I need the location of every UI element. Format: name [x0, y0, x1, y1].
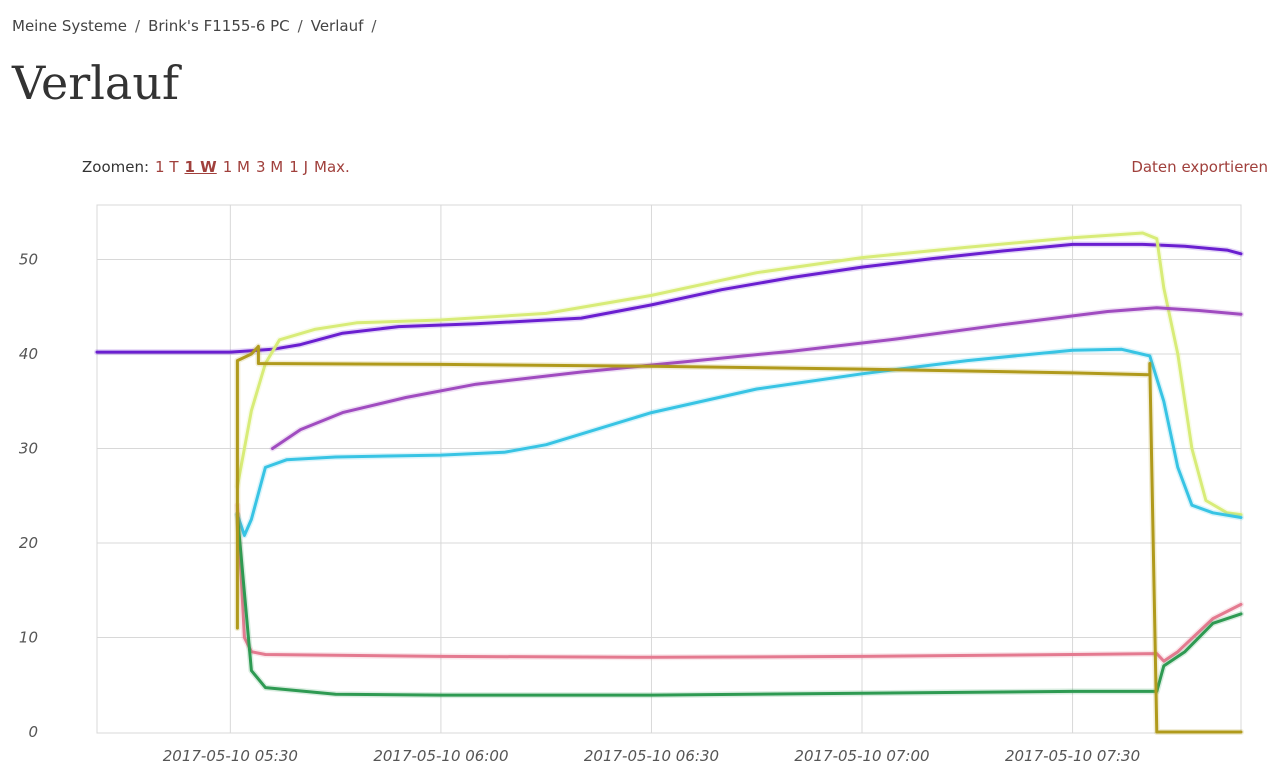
- breadcrumb-separator: /: [297, 17, 303, 35]
- zoom-max[interactable]: Max.: [314, 158, 350, 176]
- series-line-shadow: [234, 346, 1244, 539]
- series-line-7[interactable]: [235, 344, 1243, 734]
- page-title: Verlauf: [12, 56, 179, 110]
- chart-series: [94, 230, 1244, 735]
- x-tick-label: 2017-05-10 06:30: [584, 747, 719, 765]
- zoom-3-months[interactable]: 3 M: [256, 158, 284, 176]
- plot-frame: [96, 204, 1242, 734]
- y-tick-label: 10: [19, 629, 38, 647]
- x-tick-label: 2017-05-10 07:00: [794, 747, 929, 765]
- zoom-label: Zoomen:: [82, 158, 150, 176]
- zoom-1-year[interactable]: 1 J: [289, 158, 309, 176]
- x-tick-label: 2017-05-10 06:00: [373, 747, 508, 765]
- zoom-bar: Zoomen: 1 T 1 W 1 M 3 M 1 J Max.: [82, 158, 356, 176]
- zoom-1-month[interactable]: 1 M: [222, 158, 250, 176]
- series-line-4[interactable]: [235, 347, 1243, 537]
- breadcrumb-separator: /: [371, 17, 377, 35]
- y-tick-label: 50: [19, 251, 38, 269]
- history-chart: 0 10 20 30 40 50 2017-05-10 05:30 2017-05-10 06…: [19, 204, 1244, 766]
- breadcrumb-my-systems[interactable]: Meine Systeme: [12, 17, 128, 35]
- series-line-6[interactable]: [235, 513, 1243, 697]
- zoom-1-day[interactable]: 1 T: [155, 158, 179, 176]
- breadcrumb-history[interactable]: Verlauf: [310, 17, 364, 35]
- zoom-1-week[interactable]: 1 W: [184, 158, 217, 176]
- breadcrumb: Meine Systeme / Brink's F1155-6 PC / Ver…: [12, 17, 376, 35]
- series-line-3[interactable]: [271, 306, 1243, 450]
- y-tick-label: 0: [28, 723, 38, 741]
- export-data-link[interactable]: Daten exportieren: [1131, 158, 1268, 176]
- y-tick-label: 40: [19, 345, 38, 363]
- series-line-shadow: [234, 511, 1244, 699]
- x-tick-label: 2017-05-10 07:30: [1005, 747, 1140, 765]
- chart-axes: 0 10 20 30 40 50 2017-05-10 05:30 2017-05-10 06…: [19, 251, 1140, 766]
- breadcrumb-system[interactable]: Brink's F1155-6 PC: [148, 17, 290, 35]
- x-tick-label: 2017-05-10 05:30: [163, 747, 298, 765]
- series-line-2[interactable]: [235, 231, 1243, 517]
- series-line-5[interactable]: [235, 503, 1243, 663]
- y-tick-label: 20: [19, 534, 38, 552]
- y-tick-label: 30: [19, 440, 38, 458]
- series-line-1[interactable]: [95, 242, 1243, 354]
- series-line-shadow: [94, 241, 1244, 356]
- breadcrumb-separator: /: [135, 17, 141, 35]
- chart-grid: [96, 204, 1242, 734]
